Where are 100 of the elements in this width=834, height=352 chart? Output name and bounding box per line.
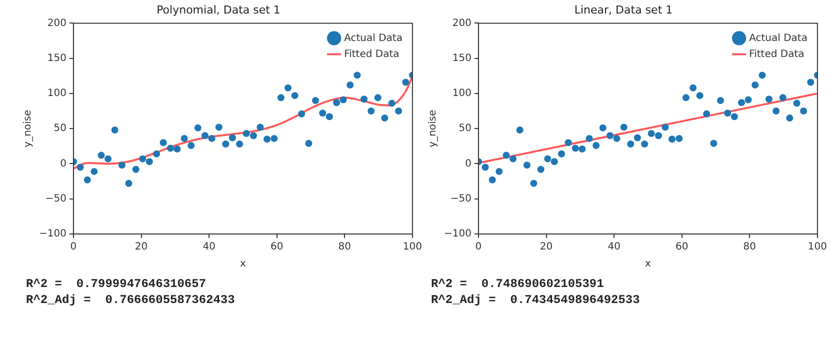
point: [228, 134, 236, 142]
point: [772, 108, 780, 115]
legend-label: Actual Data: [344, 32, 402, 44]
point: [84, 176, 91, 184]
point: [648, 130, 655, 138]
point: [758, 72, 766, 79]
point: [236, 140, 244, 148]
point: [298, 110, 306, 118]
y-axis-title: y_noise: [428, 110, 439, 148]
y-tick-label: 50: [54, 123, 66, 134]
point: [319, 110, 326, 117]
point: [166, 144, 174, 152]
point: [676, 134, 683, 142]
point: [381, 114, 388, 122]
point: [360, 96, 368, 103]
x-tick-label: 60: [675, 242, 688, 253]
point: [717, 96, 724, 104]
point: [634, 134, 641, 142]
text: R^2 = 0.748690602105391: [431, 276, 605, 292]
point: [544, 155, 552, 162]
point: [132, 166, 140, 173]
point: [284, 84, 292, 92]
point: [730, 113, 738, 120]
point: [111, 126, 118, 134]
point: [550, 158, 558, 166]
point: [724, 110, 732, 117]
point: [668, 136, 676, 143]
point: [180, 134, 188, 142]
point: [627, 140, 634, 148]
y-tick-label: 200: [452, 18, 472, 29]
point: [800, 108, 808, 115]
point: [270, 134, 278, 142]
point: [523, 162, 530, 169]
point: [312, 96, 320, 104]
point: [242, 130, 250, 138]
point: [779, 94, 786, 102]
y-tick-label: 100: [452, 88, 472, 100]
point: [333, 99, 340, 106]
point: [388, 100, 396, 107]
point: [530, 180, 538, 187]
x-tick-label: 80: [743, 242, 756, 253]
x-tick-label: 80: [338, 242, 352, 253]
point: [654, 132, 662, 140]
point: [194, 124, 202, 132]
point: [488, 176, 496, 184]
x-tick-label: 40: [608, 242, 620, 253]
y-tick-label: −100: [444, 228, 472, 240]
point: [558, 150, 566, 158]
chart-title: Linear, Data set 1: [574, 3, 673, 16]
point: [264, 136, 271, 143]
point: [354, 72, 361, 79]
point: [738, 99, 746, 106]
legend-label: Actual Data: [749, 32, 808, 44]
text: R^2 = 0.7999947646310657: [26, 276, 208, 292]
point: [786, 114, 794, 122]
text: R^2_Adj = 0.7434549896492533: [431, 292, 641, 308]
y-tick-label: −50: [45, 193, 66, 204]
point: [305, 140, 312, 147]
point: [613, 134, 620, 142]
point: [139, 155, 146, 162]
point: [537, 166, 544, 173]
legend-label: Fitted Data: [749, 48, 804, 60]
point: [599, 124, 606, 132]
point: [690, 84, 697, 92]
point: [793, 100, 800, 107]
point: [118, 162, 126, 169]
x-tick-label: 100: [808, 242, 828, 253]
point: [516, 126, 524, 134]
point: [662, 124, 669, 131]
point: [146, 158, 153, 166]
point: [395, 108, 402, 115]
point: [90, 168, 98, 175]
point: [104, 155, 112, 162]
x-tick-label: 60: [270, 242, 284, 253]
point: [222, 140, 230, 148]
point: [201, 132, 208, 140]
point: [368, 108, 375, 115]
point: [510, 155, 517, 162]
point: [752, 82, 759, 89]
point: [572, 144, 579, 152]
point: [250, 132, 257, 140]
point: [291, 92, 298, 100]
point: [765, 96, 772, 103]
point: [592, 142, 600, 149]
x-tick-label: 20: [134, 242, 148, 253]
point: [125, 180, 132, 187]
y-tick-label: −50: [450, 193, 472, 204]
y-tick-label: 150: [452, 52, 472, 64]
point: [98, 152, 105, 159]
point: [188, 142, 195, 149]
y-tick-label: −100: [38, 228, 66, 240]
y-axis-title: y_noise: [22, 110, 34, 148]
point: [256, 124, 264, 131]
point: [208, 134, 216, 142]
point: [564, 139, 572, 146]
y-tick-label: 0: [465, 158, 472, 170]
x-tick-label: 100: [402, 242, 422, 253]
x-axis-title: x: [645, 258, 651, 270]
point: [174, 145, 181, 152]
point: [153, 150, 160, 158]
